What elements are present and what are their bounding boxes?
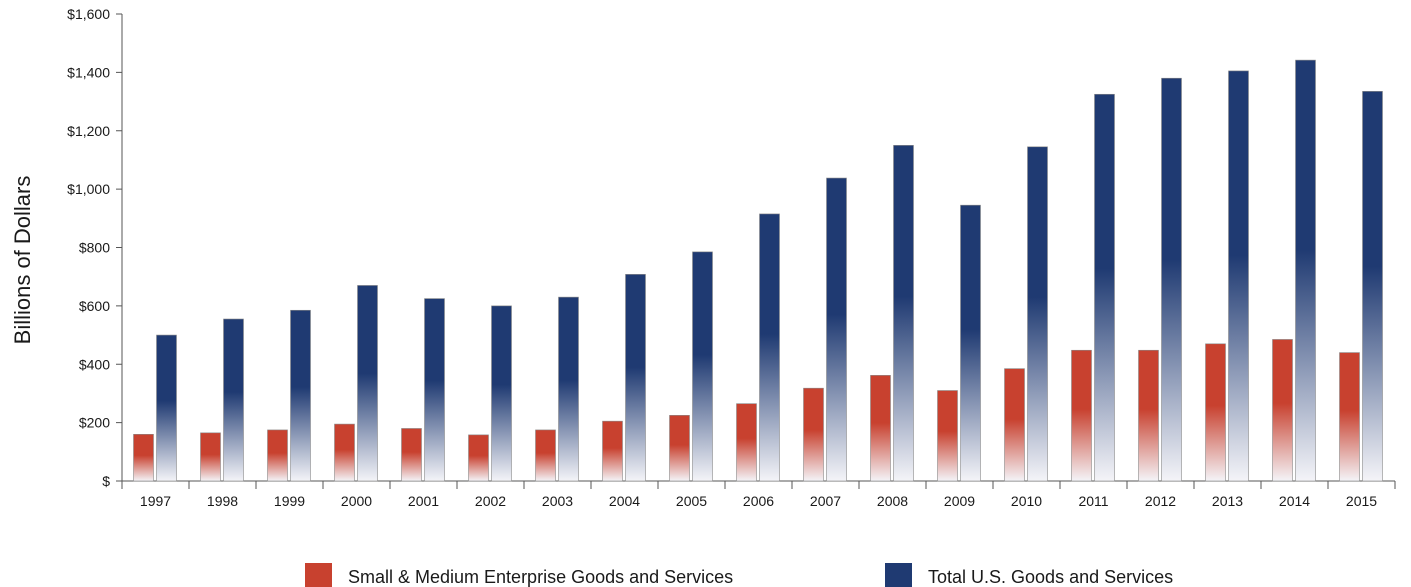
sme-bar — [669, 415, 690, 482]
y-tick-label: $400 — [79, 356, 110, 372]
y-tick-label: $1,400 — [67, 64, 110, 80]
x-tick-label: 2001 — [408, 493, 439, 509]
x-tick-label: 2007 — [810, 493, 841, 509]
total-bar — [1362, 91, 1383, 482]
legend-swatch — [305, 563, 332, 587]
sme-bar — [133, 433, 154, 482]
total-bar — [558, 296, 579, 482]
y-tick-label: $ — [102, 473, 110, 489]
x-tick-label: 2012 — [1145, 493, 1176, 509]
sme-bar — [736, 403, 757, 482]
sme-bar — [1004, 368, 1025, 482]
total-bar — [290, 309, 311, 482]
x-tick-label: 2011 — [1078, 493, 1108, 509]
sme-bar — [1205, 343, 1226, 482]
total-bar — [1228, 70, 1249, 482]
x-tick-label: 1999 — [274, 493, 305, 509]
y-axis: $ $200 $400 $600 $800 $1,000 $1,200 $1,400 $1,60… — [67, 6, 123, 489]
x-tick-label: 2004 — [609, 493, 640, 509]
legend: Small & Medium Enterprise Goods and Serv… — [305, 563, 1173, 587]
total-bar — [625, 274, 646, 482]
x-tick-label: 1997 — [140, 493, 171, 509]
x-tick-label: 2005 — [676, 493, 707, 509]
total-bar — [156, 334, 177, 482]
sme-bar — [1272, 339, 1293, 482]
x-tick-label: 2002 — [475, 493, 506, 509]
y-tick-label: $800 — [79, 240, 110, 256]
total-bar — [424, 298, 445, 482]
sme-bar — [602, 420, 623, 482]
sme-bar — [468, 434, 489, 482]
sme-bar — [401, 428, 422, 482]
x-tick-label: 2006 — [743, 493, 774, 509]
x-tick-label: 2000 — [341, 493, 372, 509]
total-bar — [893, 145, 914, 482]
legend-label: Total U.S. Goods and Services — [928, 567, 1173, 587]
sme-bar — [334, 423, 355, 482]
total-bar — [826, 177, 847, 482]
bars — [133, 59, 1383, 482]
total-bar — [357, 285, 378, 482]
y-tick-label: $1,200 — [67, 123, 110, 139]
y-tick-label: $600 — [79, 298, 110, 314]
x-tick-label: 2015 — [1346, 493, 1377, 509]
sme-bar — [1138, 349, 1159, 482]
x-tick-label: 2013 — [1212, 493, 1243, 509]
x-tick-label: 2010 — [1011, 493, 1042, 509]
total-bar — [223, 318, 244, 482]
x-axis: 1997 1998 1999 2000 2001 2002 2003 2004 2005 2006… — [121, 480, 1396, 509]
x-tick-label: 2014 — [1279, 493, 1310, 509]
x-tick-label: 2008 — [877, 493, 908, 509]
total-bar — [759, 213, 780, 482]
x-tick-label: 2009 — [944, 493, 975, 509]
sme-bar — [1071, 349, 1092, 482]
total-bar — [491, 305, 512, 482]
sme-bar — [200, 432, 221, 482]
legend-label: Small & Medium Enterprise Goods and Serv… — [348, 567, 733, 587]
sme-bar — [870, 375, 891, 482]
sme-bar — [535, 429, 556, 482]
y-axis-label: Billions of Dollars — [10, 176, 35, 345]
sme-bar — [937, 390, 958, 482]
x-tick-label: 1998 — [207, 493, 238, 509]
sme-bar — [803, 387, 824, 482]
total-bar — [1295, 59, 1316, 482]
sme-bar — [267, 429, 288, 482]
sme-bar — [1339, 352, 1360, 482]
total-bar — [692, 251, 713, 482]
y-tick-label: $1,600 — [67, 6, 110, 22]
y-tick-label: $1,000 — [67, 181, 110, 197]
total-bar — [1094, 93, 1115, 482]
total-bar — [1027, 146, 1048, 482]
total-bar — [960, 204, 981, 482]
total-bar — [1161, 77, 1182, 482]
legend-swatch — [885, 563, 912, 587]
x-tick-label: 2003 — [542, 493, 573, 509]
y-tick-label: $200 — [79, 415, 110, 431]
